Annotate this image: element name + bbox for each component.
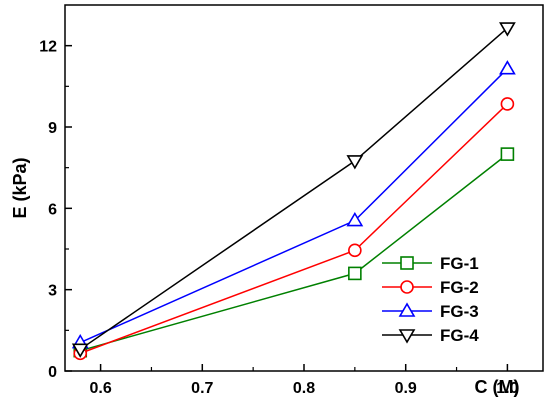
x-tick-label: 0.7 — [191, 380, 213, 397]
x-axis-ticks: 0.6 0.7 0.8 0.9 1.0 — [89, 364, 519, 397]
data-point — [346, 155, 364, 170]
data-point — [348, 266, 362, 281]
legend-label: FG-2 — [440, 278, 479, 297]
data-point — [499, 22, 516, 37]
legend-label: FG-4 — [440, 326, 479, 345]
series-layer — [71, 22, 516, 361]
x-tick-label: 0.6 — [89, 380, 111, 397]
data-point — [499, 60, 516, 75]
series-fg-4 — [71, 22, 516, 358]
y-tick-label: 12 — [39, 39, 57, 56]
legend-label: FG-3 — [440, 302, 479, 321]
y-tick-label: 9 — [48, 120, 57, 137]
legend-item: FG-1 — [382, 254, 479, 273]
series-line — [80, 153, 508, 352]
x-tick-label: 0.9 — [395, 380, 417, 397]
legend-item: FG-2 — [382, 278, 479, 297]
legend-label: FG-1 — [440, 254, 479, 273]
y-tick-label: 0 — [48, 364, 57, 381]
y-tick-label: 3 — [48, 283, 57, 300]
data-point — [348, 243, 362, 258]
data-point — [346, 211, 364, 227]
legend-marker — [398, 329, 416, 344]
data-point — [500, 97, 515, 111]
y-axis-ticks: 0 3 6 9 12 — [39, 39, 72, 381]
legend-item: FG-4 — [382, 326, 479, 345]
legend-marker — [400, 280, 414, 294]
data-point — [71, 343, 89, 358]
legend-item: FG-3 — [382, 302, 479, 321]
data-point — [500, 147, 515, 161]
legend: FG-1 FG-2 FG-3 FG-4 — [382, 254, 479, 345]
y-axis-label: E (kPa) — [10, 157, 30, 218]
x-axis-label: C (M) — [475, 377, 520, 397]
y-tick-label: 6 — [48, 201, 57, 218]
x-tick-label: 1.0 — [496, 380, 518, 397]
x-tick-label: 0.8 — [293, 380, 315, 397]
legend-marker — [398, 302, 416, 317]
legend-marker — [400, 256, 414, 270]
